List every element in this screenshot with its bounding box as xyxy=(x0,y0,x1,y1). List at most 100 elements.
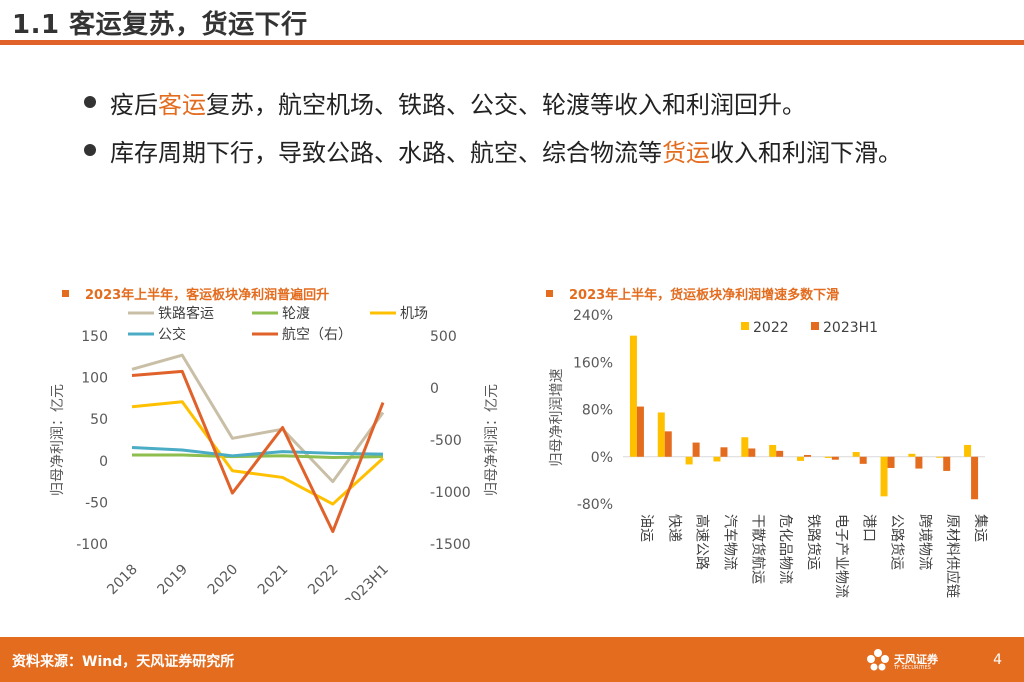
x-tick-label: 2023H1 xyxy=(342,562,392,600)
bar-2023H1 xyxy=(636,406,644,457)
x-tick-label: 铁路货运 xyxy=(805,514,822,570)
x-tick-label: 跨境物流 xyxy=(916,514,932,570)
x-tick-label: 电子产业物流 xyxy=(833,514,849,598)
y-tick-label: 80% xyxy=(582,403,613,419)
logo-subtext: TF SECURITIES xyxy=(894,665,931,671)
y-tick-label: 240% xyxy=(573,308,613,324)
x-tick-label: 2018 xyxy=(104,562,141,599)
bar-2022 xyxy=(713,456,721,462)
bar-chart-title-text: 2023年上半年，货运板块净利润增速多数下滑 xyxy=(569,288,840,303)
legend-label: 机场 xyxy=(400,306,428,322)
x-tick-label: 2019 xyxy=(155,562,192,599)
x-tick-label: 快递 xyxy=(666,514,682,542)
legend-label: 2022 xyxy=(753,320,789,336)
series-line-机场 xyxy=(131,400,385,506)
bar-2023H1 xyxy=(915,456,923,469)
x-tick-label: 港口 xyxy=(861,514,877,542)
y-tick-label: 0% xyxy=(591,450,613,466)
bar-2022 xyxy=(685,456,693,465)
logo-text: 天风证券 xyxy=(894,653,938,666)
square-bullet-icon xyxy=(62,290,69,297)
x-tick-label: 汽车物流 xyxy=(721,514,738,570)
bullet-dot-icon xyxy=(84,144,96,156)
bar-2022 xyxy=(769,444,777,457)
bullet-text-post: 复苏，航空机场、铁路、公交、轮渡等收入和利润回升。 xyxy=(206,90,806,119)
x-tick-label: 2020 xyxy=(205,562,242,599)
legend-swatch xyxy=(811,322,819,330)
bar-2022 xyxy=(964,444,972,457)
y-axis-title: 归母净利润：亿元 xyxy=(49,384,66,496)
x-tick-label: 原材料供应链 xyxy=(944,514,961,598)
y-tick-label: 150 xyxy=(81,329,108,345)
legend-label: 2023H1 xyxy=(823,320,878,336)
bar-2022 xyxy=(657,412,665,457)
x-tick-label: 危化品物流 xyxy=(777,514,793,584)
bar-2022 xyxy=(741,437,749,457)
legend-label: 航空（右） xyxy=(282,327,352,343)
series-line-航空（右） xyxy=(131,369,385,534)
line-chart: 150100500-50-1005000-500-1000-1500归母净利润：… xyxy=(49,305,500,600)
legend-swatch xyxy=(741,322,749,330)
legend-label: 公交 xyxy=(158,326,186,343)
x-tick-label: 2022 xyxy=(305,562,342,599)
y-tick-label: 50 xyxy=(90,412,108,428)
bar-2023H1 xyxy=(748,448,756,457)
bar-2022 xyxy=(908,453,916,457)
bar-2023H1 xyxy=(720,447,728,457)
x-tick-label: 干散货航运 xyxy=(749,514,766,584)
bar-2023H1 xyxy=(859,456,867,464)
bullet-highlight: 货运 xyxy=(662,138,710,167)
bullet-item: 库存周期下行，导致公路、水路、航空、综合物流等 货运 收入和利润下滑。 xyxy=(84,126,1024,174)
company-logo: 天风证券 TF SECURITIES xyxy=(866,647,946,675)
page-number: 4 xyxy=(993,652,1002,668)
bar-2023H1 xyxy=(831,456,839,460)
footer-bar: 资料来源：Wind，天风证券研究所 天风证券 TF SECURITIES 4 xyxy=(0,637,1024,682)
y-tick-label: 160% xyxy=(573,355,613,371)
bar-chart-title: 2023年上半年，货运板块净利润增速多数下滑 xyxy=(546,284,839,303)
y-tick-label: 0 xyxy=(99,454,108,470)
y-right-tick-label: 500 xyxy=(430,329,457,345)
y-right-tick-label: -500 xyxy=(430,433,462,449)
bar-2022 xyxy=(797,456,804,461)
line-chart-title-text: 2023年上半年，客运板块净利润普遍回升 xyxy=(85,288,330,303)
bar-2023H1 xyxy=(971,456,979,500)
bullet-text-pre: 疫后 xyxy=(110,90,158,119)
bar-2022 xyxy=(852,452,860,457)
logo-flower-icon xyxy=(867,649,889,671)
bar-2023H1 xyxy=(692,442,700,457)
bullet-list: 疫后 客运 复苏，航空机场、铁路、公交、轮渡等收入和利润回升。 库存周期下行，导致公… xyxy=(84,78,1024,174)
series-line-铁路客运 xyxy=(131,353,385,484)
line-chart-title: 2023年上半年，客运板块净利润普遍回升 xyxy=(62,284,329,303)
series-line-公交 xyxy=(131,445,384,458)
square-bullet-icon xyxy=(546,290,553,297)
x-tick-label: 高速公路 xyxy=(694,514,711,570)
y-tick-label: -80% xyxy=(577,497,613,513)
x-tick-label: 2021 xyxy=(255,562,292,599)
bar-2023H1 xyxy=(943,456,951,471)
bar-2023H1 xyxy=(887,456,895,468)
bar-2023H1 xyxy=(804,454,811,457)
bullet-highlight: 客运 xyxy=(158,90,206,119)
title-divider xyxy=(0,40,1024,45)
series-line-轮渡 xyxy=(132,453,384,459)
source-note: 资料来源：Wind，天风证券研究所 xyxy=(12,654,235,670)
bullet-item: 疫后 客运 复苏，航空机场、铁路、公交、轮渡等收入和利润回升。 xyxy=(84,78,1024,126)
bullet-text-pre: 库存周期下行，导致公路、水路、航空、综合物流等 xyxy=(110,138,662,167)
x-tick-label: 油运 xyxy=(638,514,654,542)
y-tick-label: -100 xyxy=(76,537,108,553)
x-tick-label: 集运 xyxy=(972,514,989,542)
bar-2023H1 xyxy=(664,431,672,457)
y-tick-label: -50 xyxy=(85,495,108,511)
legend-label: 铁路客运 xyxy=(158,305,214,322)
bullet-text-post: 收入和利润下滑。 xyxy=(710,138,902,167)
bar-2023H1 xyxy=(776,450,784,457)
y-tick-label: 100 xyxy=(81,371,108,387)
y-right-tick-label: -1500 xyxy=(430,537,471,553)
bar-2022 xyxy=(629,335,637,457)
legend-label: 轮渡 xyxy=(282,306,310,322)
bar-2022 xyxy=(880,456,888,497)
y-right-tick-label: -1000 xyxy=(430,485,471,501)
y-axis-title: 归母净利润增速 xyxy=(548,369,565,467)
y-right-tick-label: 0 xyxy=(430,381,439,397)
